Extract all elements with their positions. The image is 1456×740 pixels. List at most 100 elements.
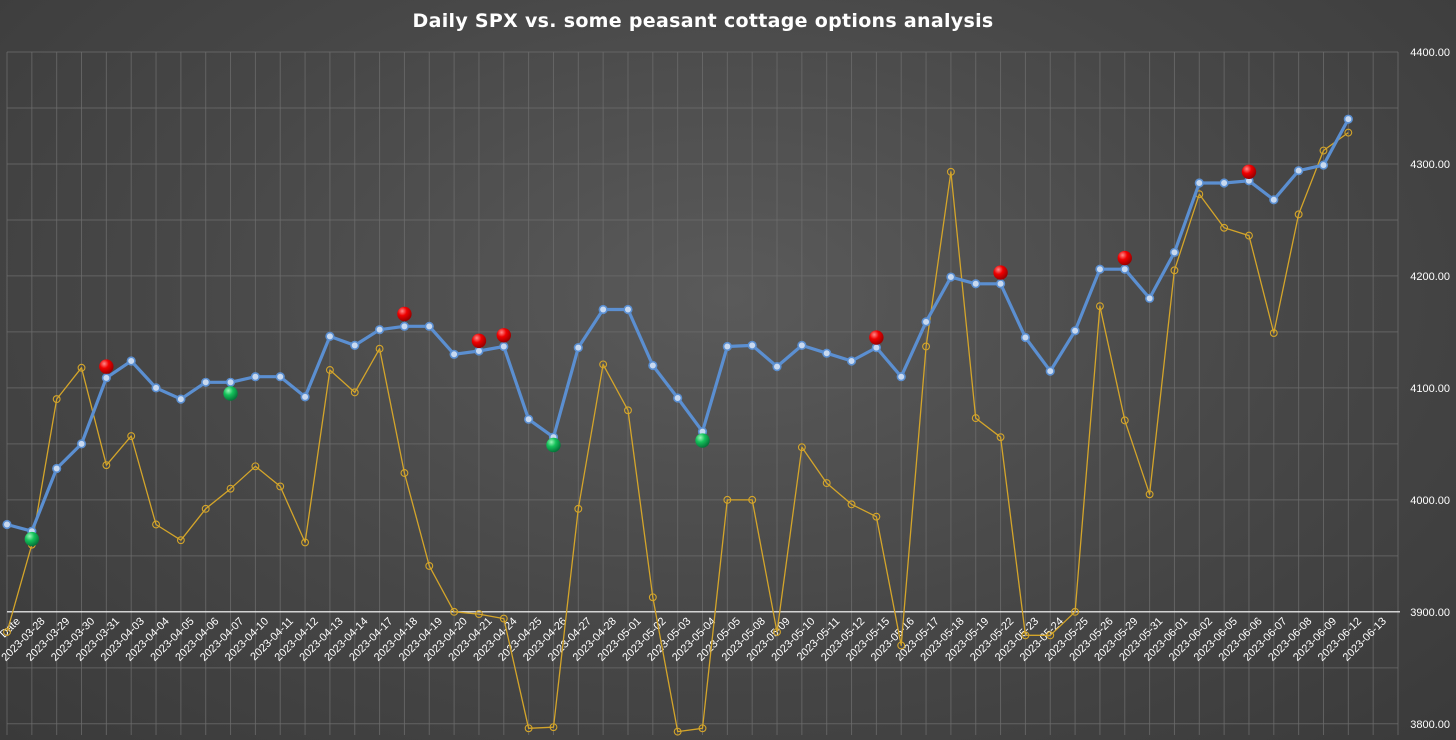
options-point: [102, 461, 111, 470]
spx-point: [896, 372, 906, 382]
spx-point: [1318, 160, 1329, 170]
spx-point: [648, 360, 658, 371]
green-signal-marker: [223, 386, 238, 401]
options-point: [176, 536, 185, 545]
spx-point: [374, 325, 385, 335]
options-point: [400, 469, 409, 477]
spx-point: [176, 394, 186, 404]
spx-point: [747, 340, 757, 350]
spx-point: [399, 321, 410, 331]
options-point: [350, 388, 359, 397]
y-tick-label: 3800.00: [1410, 719, 1450, 731]
options-point: [822, 479, 831, 488]
options-point: [1021, 631, 1030, 640]
spx-point: [598, 304, 608, 315]
options-point: [723, 495, 732, 504]
options-point: [847, 500, 856, 509]
options-point: [52, 395, 61, 404]
spx-point: [524, 414, 534, 424]
spx-point: [350, 340, 360, 350]
green-signal-marker: [24, 531, 40, 547]
spx-point: [1045, 366, 1055, 376]
options-point: [77, 363, 86, 372]
red-signal-marker: [471, 333, 487, 349]
options-point: [1319, 146, 1328, 155]
red-signal-marker: [99, 359, 114, 374]
spx-point: [2, 519, 12, 530]
spx-point: [225, 377, 236, 387]
options-series-line: [6, 132, 1349, 733]
y-tick-label: 4000.00: [1410, 495, 1450, 507]
spx-point: [573, 342, 583, 353]
spx-point: [300, 392, 310, 402]
spx-point: [474, 346, 484, 356]
options-point: [251, 462, 260, 471]
options-point: [474, 610, 483, 619]
green-signal-marker: [695, 433, 710, 448]
options-point: [127, 432, 136, 440]
options-point: [1170, 266, 1179, 275]
spx-point: [1294, 166, 1304, 176]
spx-point: [1145, 293, 1155, 303]
spx-point: [250, 372, 260, 382]
spx-point: [76, 439, 87, 449]
options-point: [748, 495, 757, 504]
spx-point: [946, 272, 956, 282]
spx-point: [1095, 264, 1105, 274]
options-point: [797, 443, 806, 452]
options-point: [1071, 607, 1080, 616]
options-point: [971, 414, 980, 423]
y-tick-label: 4100.00: [1410, 383, 1450, 395]
options-point: [3, 628, 11, 636]
spx-point: [449, 349, 459, 359]
spx-point: [722, 341, 732, 352]
options-point: [897, 641, 906, 650]
options-point: [1269, 329, 1278, 337]
options-point: [574, 504, 583, 513]
spx-point: [101, 373, 111, 383]
green-signal-marker: [546, 437, 561, 453]
spx-point: [871, 342, 881, 353]
options-point: [499, 614, 508, 623]
options-point: [1095, 302, 1104, 311]
options-point: [1245, 231, 1253, 240]
spx-point: [846, 356, 857, 366]
options-point: [648, 593, 657, 602]
spx-point: [1343, 114, 1353, 124]
options-point: [1220, 223, 1229, 232]
options-point: [996, 433, 1005, 442]
options-point: [773, 628, 781, 636]
options-point: [624, 406, 632, 415]
spx-point: [151, 383, 161, 393]
spx-point: [1070, 326, 1080, 336]
options-point: [1145, 490, 1154, 499]
spx-point: [797, 340, 807, 350]
options-point: [1046, 631, 1055, 640]
spx-point: [424, 321, 434, 331]
spx-point: [995, 279, 1006, 289]
spx-point: [921, 317, 931, 327]
options-point: [872, 512, 881, 521]
spx-point: [971, 279, 981, 289]
options-point: [325, 366, 334, 374]
spx-point: [201, 377, 211, 387]
options-point: [201, 504, 210, 513]
options-point: [425, 561, 434, 570]
options-point: [152, 520, 160, 529]
y-tick-label: 4200.00: [1410, 271, 1450, 283]
red-signal-marker: [1241, 164, 1257, 180]
spx-point: [673, 393, 683, 403]
options-point: [1294, 210, 1303, 219]
spx-point: [1194, 178, 1204, 188]
options-point: [276, 482, 285, 491]
y-tick-label: 3900.00: [1410, 607, 1450, 619]
spx-point: [1169, 247, 1180, 258]
options-point: [549, 723, 558, 732]
options-point: [599, 360, 608, 369]
options-point: [698, 724, 707, 733]
spx-point: [772, 362, 782, 372]
spx-point: [499, 341, 509, 352]
options-point: [301, 538, 310, 547]
